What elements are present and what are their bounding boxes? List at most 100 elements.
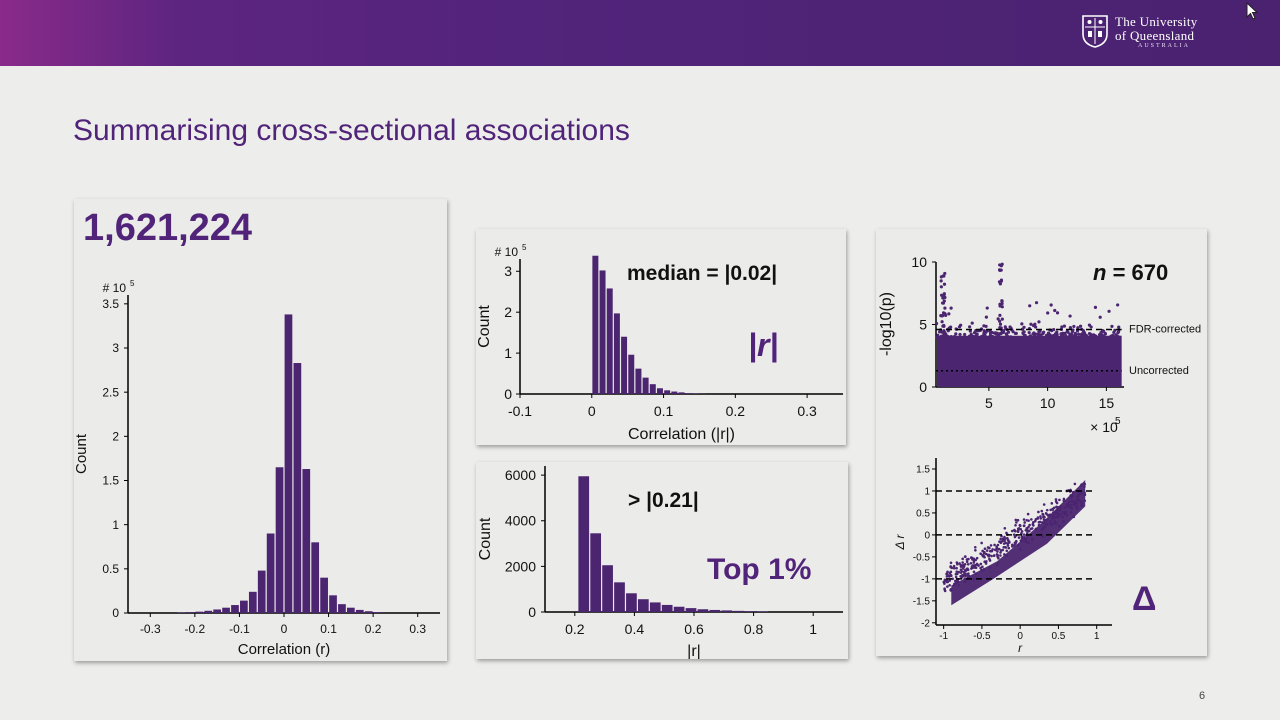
scatter-point bbox=[1045, 512, 1049, 516]
scatter-point bbox=[1001, 537, 1005, 541]
scatter-point bbox=[1083, 493, 1087, 497]
x-tick-label: -0.3 bbox=[140, 622, 161, 636]
scatter-point bbox=[954, 572, 958, 576]
scatter-point bbox=[1055, 522, 1058, 525]
histogram-bar bbox=[626, 593, 637, 612]
manhattan-point bbox=[1078, 324, 1083, 328]
manhattan-point bbox=[934, 321, 939, 326]
scatter-point bbox=[974, 572, 978, 575]
scatter-point bbox=[1004, 541, 1007, 545]
scatter-point bbox=[957, 570, 961, 574]
manhattan-point bbox=[1112, 330, 1116, 335]
y-scale-label: # 10 bbox=[103, 281, 127, 295]
scatter-point bbox=[948, 579, 952, 582]
manhattan-point bbox=[970, 321, 974, 325]
scatter-point bbox=[1045, 523, 1049, 526]
scatter-point bbox=[979, 566, 982, 570]
scatter-point bbox=[1003, 526, 1007, 530]
scatter-point bbox=[1028, 523, 1031, 527]
scatter-point bbox=[1010, 543, 1014, 547]
manhattan-point bbox=[943, 306, 947, 310]
manhattan-point bbox=[940, 293, 944, 297]
scatter-point bbox=[1010, 529, 1014, 533]
histogram-bar bbox=[266, 533, 275, 613]
histogram-bar bbox=[338, 604, 346, 613]
y-axis-title: Δ r bbox=[893, 534, 907, 551]
scatter-point bbox=[1059, 512, 1063, 516]
histogram-bar bbox=[599, 270, 606, 394]
scatter-point bbox=[959, 574, 962, 578]
scatter-point bbox=[1045, 508, 1049, 512]
scatter-point bbox=[1058, 509, 1062, 512]
y-scale-exponent: 5 bbox=[130, 279, 135, 288]
correlation-histogram-chart: -0.3 -0.2 -0.1 0 0.1 0.2 0.3 0 0.5 1 1.5 2 2.5 3 3.5 Co… bbox=[74, 279, 440, 658]
histogram-bar bbox=[257, 570, 266, 613]
x-multiplier-label: × 10 bbox=[1090, 419, 1118, 435]
scatter-point bbox=[1037, 523, 1041, 527]
x-tick-label: 0.2 bbox=[365, 622, 382, 636]
scatter-point bbox=[1029, 527, 1033, 531]
scatter-point bbox=[1013, 544, 1016, 547]
scatter-point bbox=[952, 564, 956, 568]
manhattan-point bbox=[975, 332, 979, 336]
x-tick-label: 0.1 bbox=[654, 403, 674, 419]
scatter-point bbox=[1049, 508, 1052, 512]
scatter-point bbox=[1053, 519, 1057, 523]
x-tick-label: -1 bbox=[939, 631, 948, 642]
scatter-point bbox=[1003, 545, 1007, 549]
y-tick-label: 1 bbox=[924, 486, 930, 497]
scatter-point bbox=[1042, 503, 1046, 506]
manhattan-point bbox=[1055, 311, 1060, 315]
histogram-bar bbox=[661, 604, 673, 612]
scatter-point bbox=[1048, 513, 1051, 517]
scatter-point bbox=[1039, 515, 1042, 518]
y-tick-label: 1.5 bbox=[916, 464, 930, 475]
scatter-point bbox=[954, 575, 958, 579]
y-tick-label: -1 bbox=[921, 574, 930, 585]
scatter-point bbox=[999, 551, 1002, 554]
manhattan-point bbox=[1068, 325, 1073, 330]
manhattan-point bbox=[1046, 334, 1050, 338]
scatter-point bbox=[1007, 540, 1011, 543]
scatter-point bbox=[982, 568, 985, 571]
scatter-point bbox=[1027, 529, 1031, 533]
scatter-point bbox=[1020, 537, 1024, 541]
scatter-point bbox=[980, 568, 983, 572]
scatter-point bbox=[983, 547, 987, 551]
x-multiplier-exponent: 5 bbox=[1115, 416, 1121, 427]
scatter-point bbox=[1075, 507, 1079, 511]
histogram-bar bbox=[745, 611, 756, 612]
scatter-point bbox=[999, 537, 1003, 541]
manhattan-point bbox=[1002, 329, 1006, 333]
histogram-bar bbox=[656, 388, 663, 394]
scatter-point bbox=[1050, 502, 1054, 505]
scatter-point bbox=[963, 571, 966, 575]
scatter-point bbox=[1019, 527, 1023, 531]
panel-significance-and-delta: 5 10 15 0 5 10 FDR-corrected Uncorrected -log10(… bbox=[876, 229, 1207, 656]
x-tick-label: 10 bbox=[1040, 395, 1056, 411]
x-axis-title: |r| bbox=[687, 643, 701, 659]
manhattan-point bbox=[1062, 324, 1067, 328]
scatter-point bbox=[984, 552, 988, 556]
scatter-point bbox=[1015, 521, 1018, 524]
histogram-bar bbox=[642, 377, 649, 394]
manhattan-point bbox=[1075, 336, 1079, 340]
histogram-bar bbox=[628, 354, 635, 394]
scatter-point bbox=[990, 554, 993, 558]
scatter-point bbox=[1083, 499, 1087, 503]
x-tick-label: 0 bbox=[588, 403, 596, 419]
histogram-bar bbox=[649, 384, 656, 394]
scatter-point bbox=[955, 566, 958, 570]
scatter-point bbox=[1065, 513, 1069, 517]
manhattan-point bbox=[1063, 331, 1067, 336]
scatter-point bbox=[966, 568, 970, 572]
manhattan-point bbox=[998, 313, 1002, 317]
histogram-bar bbox=[195, 611, 204, 613]
scatter-point bbox=[1062, 499, 1066, 503]
scatter-point bbox=[994, 548, 997, 552]
manhattan-point bbox=[1027, 330, 1031, 335]
scatter-point bbox=[1046, 518, 1049, 522]
histogram-bar bbox=[685, 608, 697, 612]
manhattan-point bbox=[998, 322, 1003, 326]
scatter-point bbox=[1042, 526, 1046, 530]
